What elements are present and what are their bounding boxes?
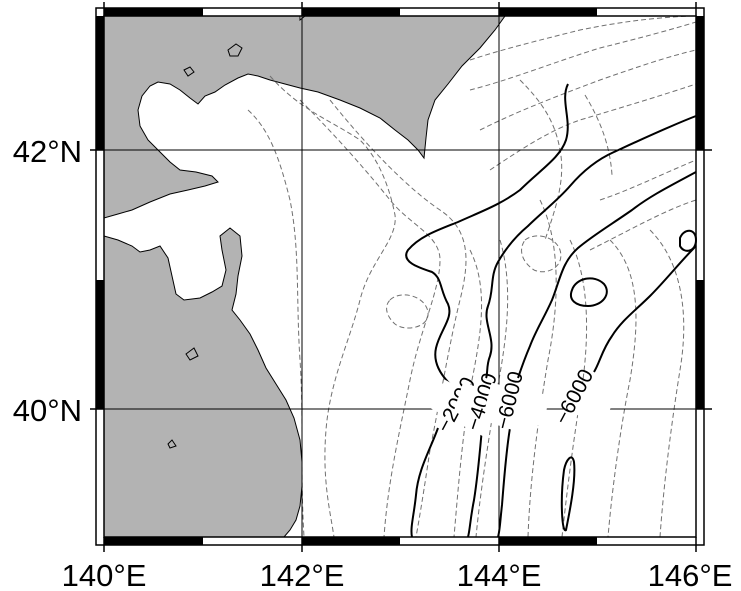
contour-dashed-15 <box>649 229 685 538</box>
lon-label-142E: 142°E <box>260 558 345 591</box>
major-contour-layer <box>405 83 698 538</box>
frame-bottom-bar-3 <box>499 537 597 545</box>
frame-right-bar-2 <box>696 280 704 409</box>
contour-2000-lower <box>410 427 439 538</box>
small-island-north <box>227 43 243 57</box>
frame-left-bar-2 <box>96 280 104 409</box>
contour-dashed-7 <box>469 21 697 91</box>
label-bg-6000 <box>484 382 550 427</box>
lon-label-144E: 144°E <box>457 558 542 591</box>
contour-dashed-5 <box>329 99 467 538</box>
contour-dashed-4 <box>386 294 429 329</box>
label-bg-6000-east <box>547 372 615 428</box>
contour-6000-east <box>593 245 697 373</box>
frame-bottom-bar-2 <box>302 537 400 545</box>
contour-dashed-9 <box>489 83 697 171</box>
contour-4000 <box>485 115 697 379</box>
contour-dashed-14 <box>607 239 637 538</box>
contour-label-layer: −2000 −4000 −6000 −6000 <box>430 366 615 436</box>
contour-dashed-20 <box>584 94 613 176</box>
frame-bottom-bar-1 <box>104 537 203 545</box>
contour-dashed-2 <box>269 75 396 538</box>
contour-2000 <box>405 83 569 385</box>
frame-top-bar-2 <box>302 8 400 16</box>
frame-top-bar-3 <box>499 8 597 16</box>
contour-dashed-10 <box>453 249 482 538</box>
contour-6000 <box>517 171 697 379</box>
lon-label-140E: 140°E <box>62 558 147 591</box>
lon-label-146E: 146°E <box>648 558 733 591</box>
hokkaido-landmass <box>103 15 506 219</box>
contour-dashed-6 <box>469 15 691 61</box>
lat-label-40N: 40°N <box>13 393 82 428</box>
small-island-north-2 <box>183 66 195 77</box>
frame-top-bar-1 <box>104 8 203 16</box>
minor-contour-layer <box>247 15 697 538</box>
map-frame <box>90 2 712 552</box>
contour-dashed-3 <box>299 99 441 538</box>
small-island-south <box>167 439 177 449</box>
contour-dashed-18 <box>521 235 562 273</box>
contour-dashed-8 <box>479 49 697 131</box>
frame-left-bar-1 <box>96 16 104 150</box>
frame-right-bar-1 <box>696 16 704 150</box>
trench-deep-south <box>560 456 576 532</box>
contour-4000-lower <box>467 427 483 538</box>
contour-dashed-12 <box>527 199 557 538</box>
land-layer <box>103 15 506 538</box>
seamount-ring <box>570 277 608 308</box>
bay-island <box>185 347 199 361</box>
contour-dashed-17 <box>589 199 697 251</box>
axis-labels: 42°N 40°N 140°E 142°E 144°E 146°E <box>13 134 733 591</box>
lat-label-42N: 42°N <box>13 134 82 169</box>
contour-dashed-16 <box>599 159 697 201</box>
